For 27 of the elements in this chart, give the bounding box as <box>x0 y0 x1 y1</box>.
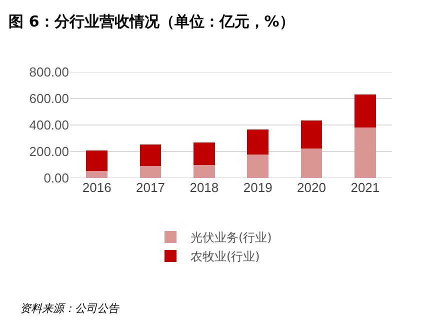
bar <box>300 120 322 148</box>
x-tick-label: 2021 <box>350 180 380 195</box>
bar <box>140 166 162 178</box>
legend-label: 农牧业(行业) <box>190 250 260 264</box>
bar <box>354 94 376 128</box>
bar <box>354 128 376 178</box>
y-tick-label: 800.00 <box>29 64 69 80</box>
y-tick-label: 400.00 <box>29 118 69 133</box>
x-tick-label: 2016 <box>82 180 112 195</box>
bar <box>86 170 108 178</box>
bar <box>247 154 269 178</box>
bar <box>193 142 215 166</box>
bar <box>140 144 162 166</box>
legend-label: 光伏业务(行业) <box>190 230 272 245</box>
x-tick-label: 2018 <box>190 180 219 195</box>
y-tick-label: 200.00 <box>29 144 69 160</box>
bar <box>86 150 108 171</box>
x-tick-label: 2020 <box>297 180 326 195</box>
y-tick-label: 600.00 <box>29 91 69 106</box>
bar <box>300 148 322 178</box>
bar <box>247 130 269 155</box>
x-tick-label: 2017 <box>136 180 165 195</box>
y-tick-label: 0.00 <box>44 170 69 186</box>
text: 资料来源：公司公告 <box>20 302 120 315</box>
x-tick-label: 2019 <box>243 180 272 195</box>
bar <box>193 165 215 178</box>
chart-title: 图 6：分行业营收情况（单位：亿元，%） <box>8 12 294 31</box>
